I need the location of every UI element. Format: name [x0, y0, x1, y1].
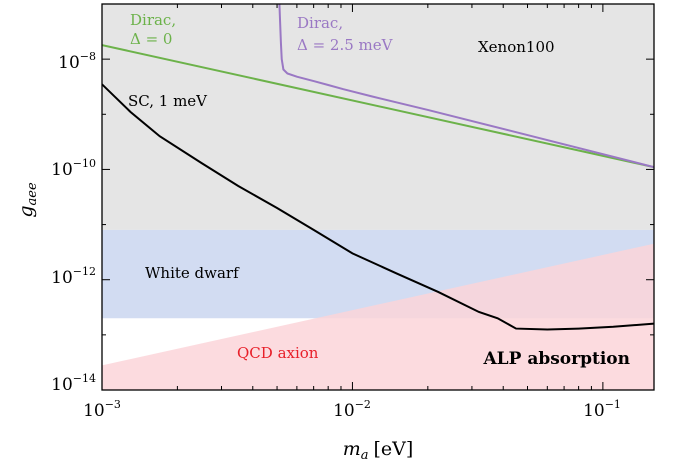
dirac-delta25-label-line1: Dirac, [297, 14, 343, 32]
dirac-delta25-line [278, 4, 654, 169]
qcd-axion-region [102, 243, 654, 390]
y-tick-label-1e-12: 10−12 [51, 265, 96, 288]
sc-1mev-line [102, 83, 654, 331]
dirac-delta0-label-line1: Dirac, [130, 11, 176, 29]
x-tick-label-1e-3: 10−3 [83, 398, 121, 421]
y-tick-label-1e-10: 10−10 [51, 157, 96, 180]
regions [102, 4, 654, 390]
white-dwarf-label: White dwarf [145, 264, 240, 282]
dirac-delta25-label-line2: Δ = 2.5 meV [297, 36, 394, 54]
sc-1mev-label: SC, 1 meV [128, 92, 208, 110]
x-tick-label-1e-1: 10−1 [583, 398, 621, 421]
xenon100-label: Xenon100 [478, 38, 555, 56]
x-axis-title: ma [eV] [343, 438, 414, 463]
x-tick-label-1e-2: 10−2 [333, 398, 371, 421]
plot-frame [101, 3, 655, 391]
qcd-axion-label: QCD axion [237, 344, 319, 362]
y-axis-title: gaee [15, 182, 40, 218]
axis-ticks [101, 3, 654, 391]
series-lines [102, 4, 654, 331]
dirac-delta0-label-line2: Δ = 0 [130, 30, 172, 48]
y-tick-label-1e-14: 10−14 [51, 372, 96, 395]
xenon100-region [102, 4, 654, 230]
dirac-delta0-line [102, 44, 654, 169]
alp-absorption-annotation: ALP absorption [482, 349, 630, 369]
y-tick-label-1e-8: 10−8 [58, 50, 96, 73]
